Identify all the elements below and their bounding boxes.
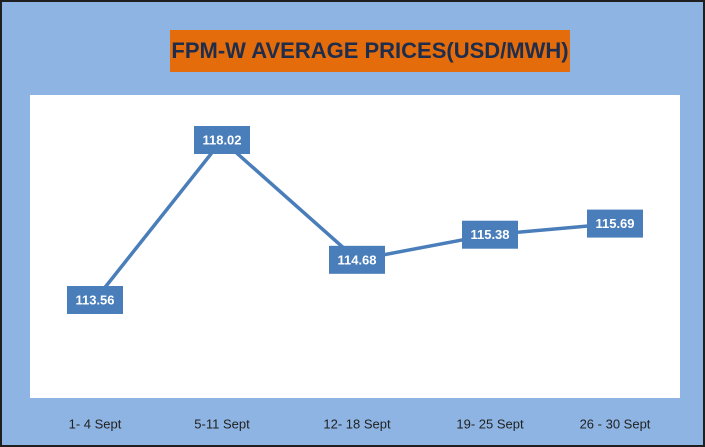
data-label-box [462, 220, 518, 249]
data-label: 118.02 [202, 132, 241, 147]
x-tick-label: 5-11 Sept [194, 416, 250, 431]
x-tick-label: 12- 18 Sept [323, 416, 391, 431]
chart-title: FPM-W AVERAGE PRICES(USD/MWH) [171, 38, 568, 63]
title-box [170, 30, 570, 72]
data-label-box [67, 286, 123, 314]
data-label-box [587, 209, 643, 238]
x-tick-label: 26 - 30 Sept [580, 416, 651, 431]
x-tick-label: 1- 4 Sept [69, 416, 122, 431]
data-label: 115.38 [470, 227, 509, 242]
data-label: 114.68 [337, 252, 376, 267]
data-label: 113.56 [75, 292, 114, 307]
data-label: 115.69 [595, 216, 634, 231]
x-tick-label: 19- 25 Sept [456, 416, 524, 431]
data-label-box [329, 245, 385, 274]
data-label-box [194, 126, 250, 154]
